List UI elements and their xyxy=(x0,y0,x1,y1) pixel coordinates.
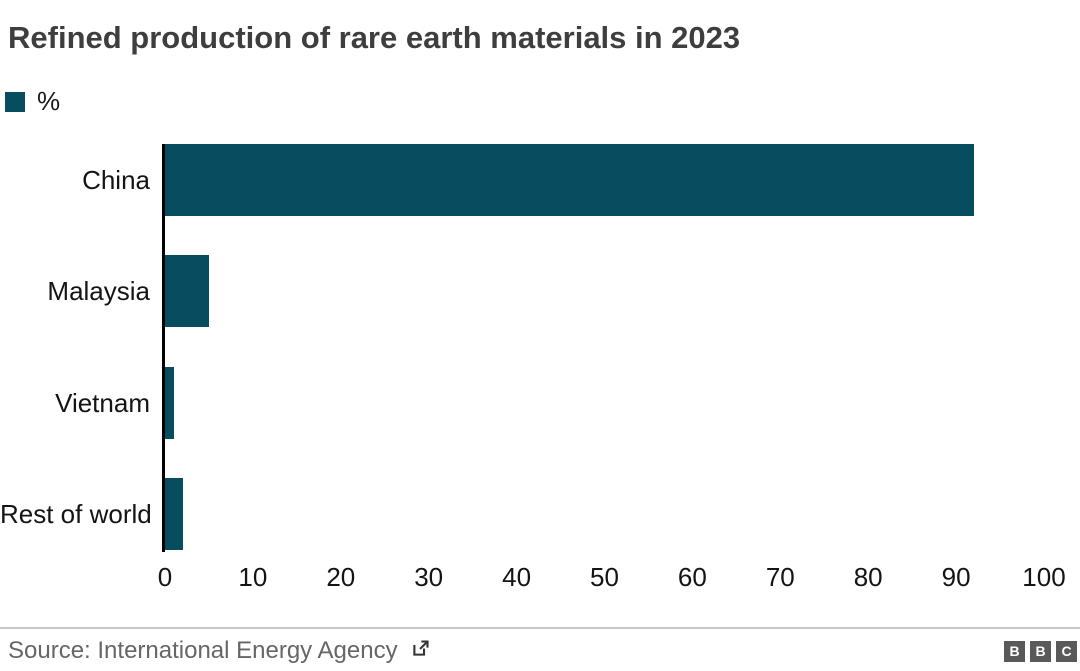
bar-chart: China Malaysia Vietnam Rest of world 0 10 20 3… xyxy=(0,144,1080,592)
x-tick-label: 20 xyxy=(326,562,356,592)
x-tick-label: 90 xyxy=(941,562,971,592)
bar-china xyxy=(165,144,974,216)
x-tick-label: 100 xyxy=(1022,562,1066,592)
bar-rest-of-world xyxy=(165,478,183,550)
bbc-logo-block: C xyxy=(1056,640,1077,662)
x-tick-label: 10 xyxy=(238,562,268,592)
legend-swatch xyxy=(5,91,25,112)
legend-label: % xyxy=(37,86,61,116)
category-label: China xyxy=(82,165,150,195)
category-label: Malaysia xyxy=(47,276,150,306)
x-tick-label: 70 xyxy=(765,562,795,592)
x-tick-label: 30 xyxy=(414,562,444,592)
footer-divider xyxy=(0,627,1080,629)
legend: % xyxy=(5,86,60,117)
x-tick-label: 40 xyxy=(502,562,532,592)
bbc-logo-block: B xyxy=(1030,640,1051,662)
bar-vietnam xyxy=(165,367,174,439)
category-label: Rest of world xyxy=(0,499,152,529)
category-label: Vietnam xyxy=(55,388,150,418)
y-axis-line xyxy=(162,144,165,552)
bar-malaysia xyxy=(165,255,209,327)
x-tick-label: 50 xyxy=(590,562,619,592)
bbc-logo-block: B xyxy=(1004,640,1025,662)
source-text: Source: International Energy Agency xyxy=(8,637,398,664)
x-tick-label: 0 xyxy=(157,562,173,592)
external-link-icon[interactable] xyxy=(410,638,431,664)
chart-title: Refined production of rare earth materia… xyxy=(8,20,741,55)
x-tick-label: 80 xyxy=(853,562,883,592)
x-tick-label: 60 xyxy=(677,562,707,592)
